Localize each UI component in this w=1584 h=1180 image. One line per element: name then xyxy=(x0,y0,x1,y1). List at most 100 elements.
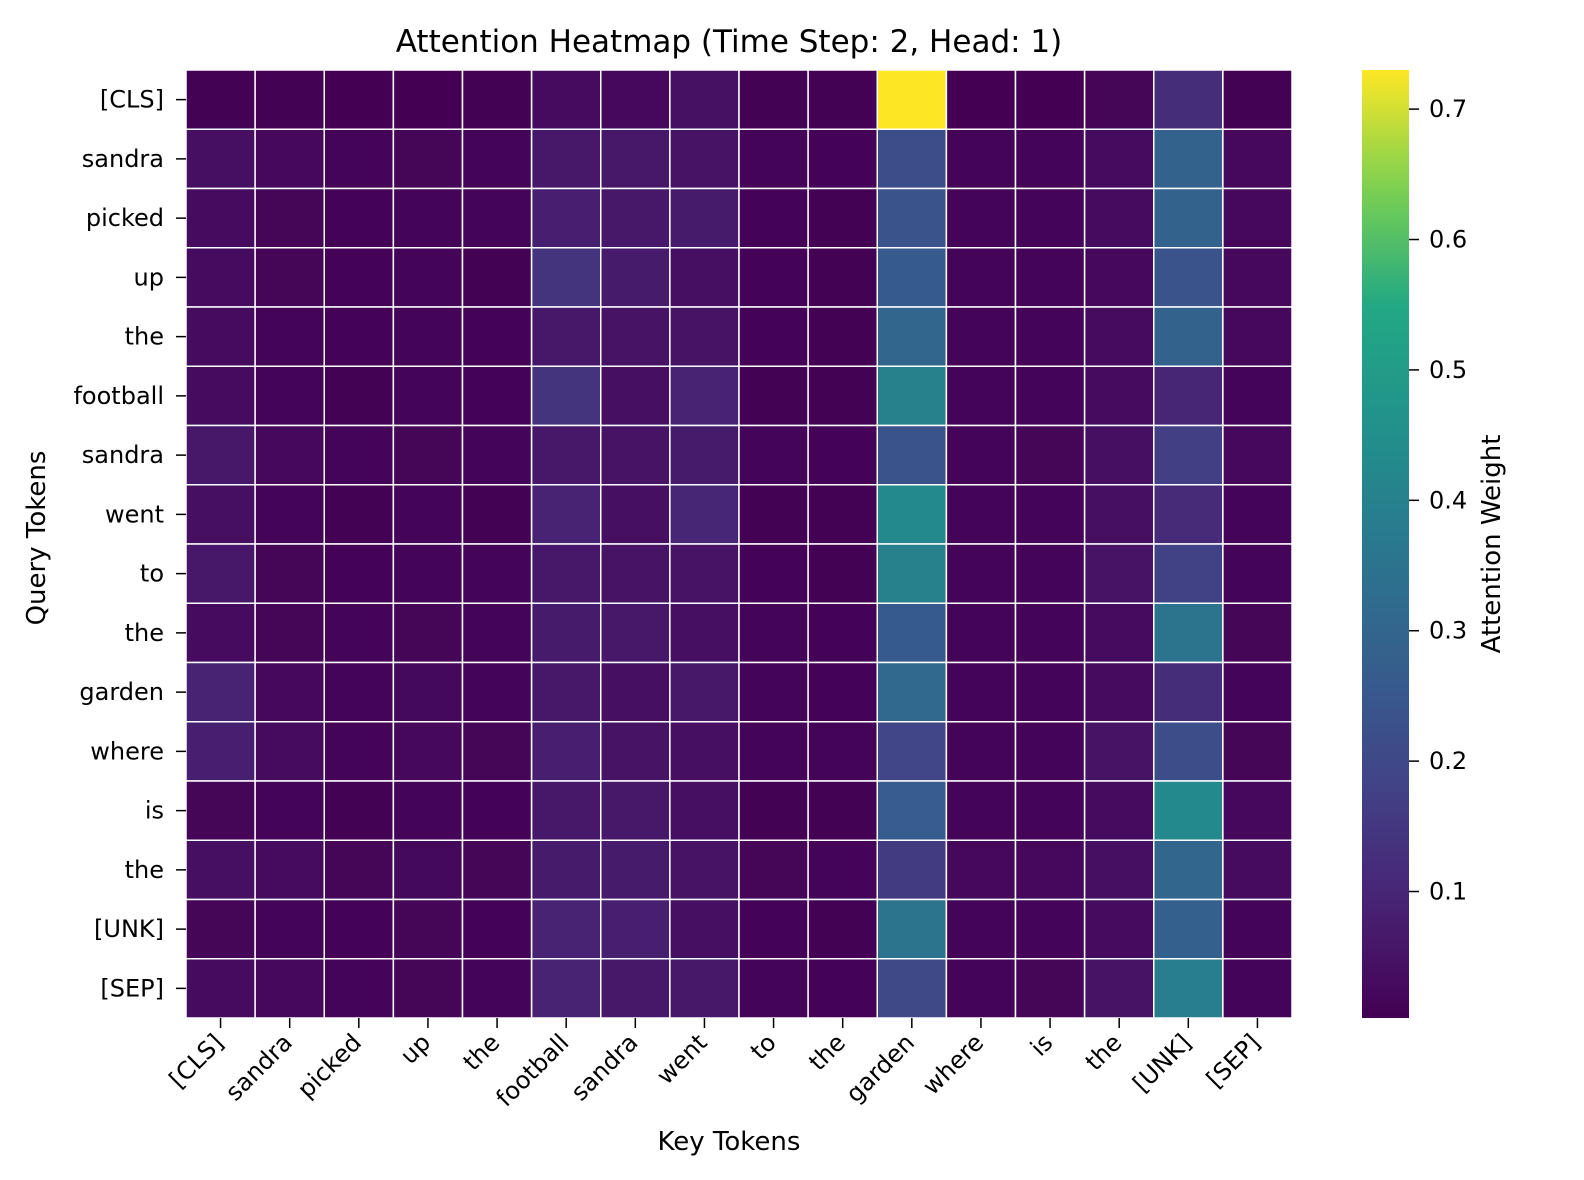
heatmap-cell xyxy=(323,602,395,664)
y-tick-label: the xyxy=(125,619,164,647)
heatmap-cell xyxy=(392,602,464,664)
colorbar xyxy=(1362,70,1409,1018)
heatmap-cell xyxy=(392,661,464,723)
heatmap-cell xyxy=(461,484,533,545)
x-tick-label: [CLS] xyxy=(164,1028,229,1093)
heatmap-cell xyxy=(669,484,740,545)
colorbar-tick-label: 0.2 xyxy=(1429,747,1467,775)
x-tick-label: where xyxy=(917,1028,989,1100)
heatmap-cell xyxy=(669,839,740,901)
heatmap-cell xyxy=(876,365,948,427)
heatmap-cell xyxy=(807,247,878,308)
heatmap-cell xyxy=(1153,602,1224,664)
heatmap-cell xyxy=(738,839,809,901)
heatmap-cell xyxy=(945,543,1017,604)
heatmap-cell xyxy=(1014,543,1086,604)
heatmap-cell xyxy=(1083,128,1155,190)
heatmap-cell xyxy=(669,602,740,664)
heatmap-cell xyxy=(807,721,878,782)
heatmap-cell xyxy=(669,780,740,841)
heatmap-cell xyxy=(807,661,878,723)
heatmap-cell xyxy=(669,721,740,782)
heatmap-cell xyxy=(1222,484,1293,545)
heatmap-cell xyxy=(669,543,740,604)
heatmap-cell xyxy=(876,187,948,249)
heatmap-cell xyxy=(945,661,1017,723)
heatmap-cell xyxy=(392,424,464,486)
x-axis-label: Key Tokens xyxy=(658,1127,801,1157)
heatmap-cell xyxy=(530,69,602,130)
heatmap-cell xyxy=(1014,780,1086,841)
heatmap-cell xyxy=(1222,543,1293,604)
heatmap-cell xyxy=(669,247,740,308)
heatmap-cell xyxy=(254,69,325,130)
heatmap-cell xyxy=(876,780,948,841)
heatmap-cell xyxy=(1083,721,1155,782)
heatmap-cell xyxy=(600,424,671,486)
heatmap-cell xyxy=(461,958,533,1019)
heatmap-cell xyxy=(461,306,533,367)
heatmap-cell xyxy=(185,839,256,901)
heatmap-cell xyxy=(1083,187,1155,249)
y-tick-label: football xyxy=(73,382,164,410)
heatmap-cell xyxy=(876,661,948,723)
x-tick-label: sandra xyxy=(566,1028,644,1106)
heatmap-cell xyxy=(254,484,325,545)
colorbar-tick-label: 0.3 xyxy=(1429,617,1467,645)
heatmap-cell xyxy=(1083,365,1155,427)
heatmap-cell xyxy=(669,128,740,190)
colorbar-tick-label: 0.4 xyxy=(1429,486,1467,514)
heatmap-cell xyxy=(1222,128,1293,190)
heatmap-cell xyxy=(945,721,1017,782)
colorbar-tick-label: 0.7 xyxy=(1429,95,1467,123)
heatmap-cell xyxy=(530,306,602,367)
heatmap-cell xyxy=(876,602,948,664)
heatmap-cell xyxy=(1083,69,1155,130)
heatmap-cell xyxy=(1083,602,1155,664)
heatmap-cell xyxy=(807,780,878,841)
heatmap-cell xyxy=(185,543,256,604)
heatmap-cell xyxy=(254,128,325,190)
heatmap-cell xyxy=(1014,484,1086,545)
x-tick-label: went xyxy=(651,1028,713,1090)
heatmap-cell xyxy=(323,661,395,723)
heatmap-cell xyxy=(945,424,1017,486)
heatmap-cell xyxy=(323,247,395,308)
heatmap-cell xyxy=(876,69,948,130)
heatmap-cell xyxy=(1153,661,1224,723)
heatmap-cell xyxy=(254,780,325,841)
heatmap-cell xyxy=(738,958,809,1019)
heatmap-cell xyxy=(1222,187,1293,249)
heatmap-cell xyxy=(1014,424,1086,486)
heatmap-cell xyxy=(392,306,464,367)
heatmap-cell xyxy=(1014,69,1086,130)
heatmap-cell xyxy=(254,839,325,901)
heatmap-cell xyxy=(1083,661,1155,723)
heatmap-cell xyxy=(1153,780,1224,841)
heatmap-cell xyxy=(876,898,948,960)
heatmap-cell xyxy=(1014,839,1086,901)
heatmap-cell xyxy=(185,306,256,367)
heatmap-cell xyxy=(185,721,256,782)
heatmap-cell xyxy=(392,721,464,782)
y-tick-label: is xyxy=(145,797,164,825)
colorbar-tick-label: 0.6 xyxy=(1429,226,1467,254)
heatmap-cell xyxy=(461,602,533,664)
heatmap-cell xyxy=(600,958,671,1019)
heatmap-cell xyxy=(1222,661,1293,723)
heatmap-cell xyxy=(738,187,809,249)
heatmap-cell xyxy=(945,958,1017,1019)
heatmap-cell xyxy=(600,898,671,960)
heatmap-cell xyxy=(185,69,256,130)
heatmap-cell xyxy=(254,365,325,427)
heatmap-cell xyxy=(738,69,809,130)
y-tick-label: [CLS] xyxy=(100,86,164,114)
heatmap-cell xyxy=(600,661,671,723)
heatmap-cell xyxy=(1153,69,1224,130)
heatmap-cell xyxy=(738,128,809,190)
y-tick-label: to xyxy=(140,560,164,588)
heatmap-cell xyxy=(1222,69,1293,130)
heatmap-cell xyxy=(807,839,878,901)
heatmap-cell xyxy=(254,247,325,308)
